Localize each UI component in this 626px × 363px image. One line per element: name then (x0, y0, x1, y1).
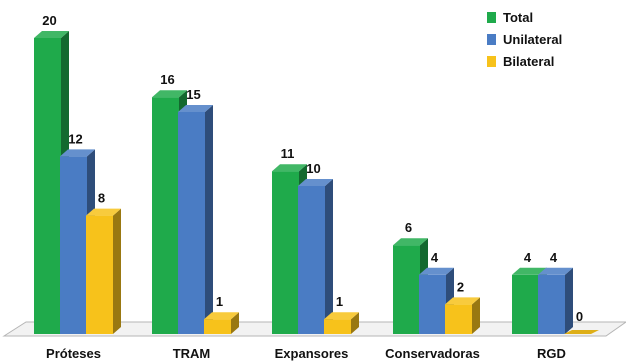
legend-item-unilateral: Unilateral (487, 32, 562, 47)
legend-label-total: Total (503, 10, 533, 25)
category-label-1: TRAM (173, 346, 211, 361)
legend-label-bilateral: Bilateral (503, 54, 554, 69)
value-label-total-2: 11 (281, 146, 295, 161)
value-label-bilateral-0: 8 (98, 191, 105, 206)
bar-bilateral-1 (204, 312, 239, 334)
bar-unilateral-1 (178, 105, 213, 334)
category-labels-group: Próteses TRAM Expansores Conservadoras RGD (46, 346, 566, 361)
value-label-bilateral-2: 1 (336, 294, 343, 309)
value-label-unilateral-3: 4 (431, 250, 439, 265)
value-label-unilateral-4: 4 (550, 250, 558, 265)
legend: Total Unilateral Bilateral (487, 10, 562, 69)
value-label-total-3: 6 (405, 220, 412, 235)
legend-item-bilateral: Bilateral (487, 54, 554, 69)
category-label-4: RGD (537, 346, 566, 361)
bar-bilateral-4 (564, 330, 599, 334)
legend-swatch-bilateral (487, 56, 496, 67)
value-label-bilateral-1: 1 (216, 294, 223, 309)
value-label-bilateral-4: 0 (576, 309, 583, 324)
bars-group (34, 31, 599, 334)
legend-label-unilateral: Unilateral (503, 32, 562, 47)
value-label-total-4: 4 (524, 250, 532, 265)
legend-swatch-unilateral (487, 34, 496, 45)
value-label-unilateral-2: 10 (306, 161, 320, 176)
value-label-bilateral-3: 2 (457, 279, 464, 294)
value-label-total-0: 20 (42, 13, 56, 28)
bar-bilateral-0 (86, 208, 121, 334)
category-label-3: Conservadoras (385, 346, 480, 361)
category-label-2: Expansores (275, 346, 349, 361)
value-label-unilateral-0: 12 (68, 131, 82, 146)
bar-unilateral-4 (538, 267, 573, 334)
category-label-0: Próteses (46, 346, 101, 361)
legend-swatch-total (487, 12, 496, 23)
legend-item-total: Total (487, 10, 533, 25)
value-label-unilateral-1: 15 (186, 87, 200, 102)
bar-bilateral-3 (445, 297, 480, 334)
value-label-total-1: 16 (160, 72, 174, 87)
bar-bilateral-2 (324, 312, 359, 334)
bar-unilateral-2 (298, 179, 333, 334)
